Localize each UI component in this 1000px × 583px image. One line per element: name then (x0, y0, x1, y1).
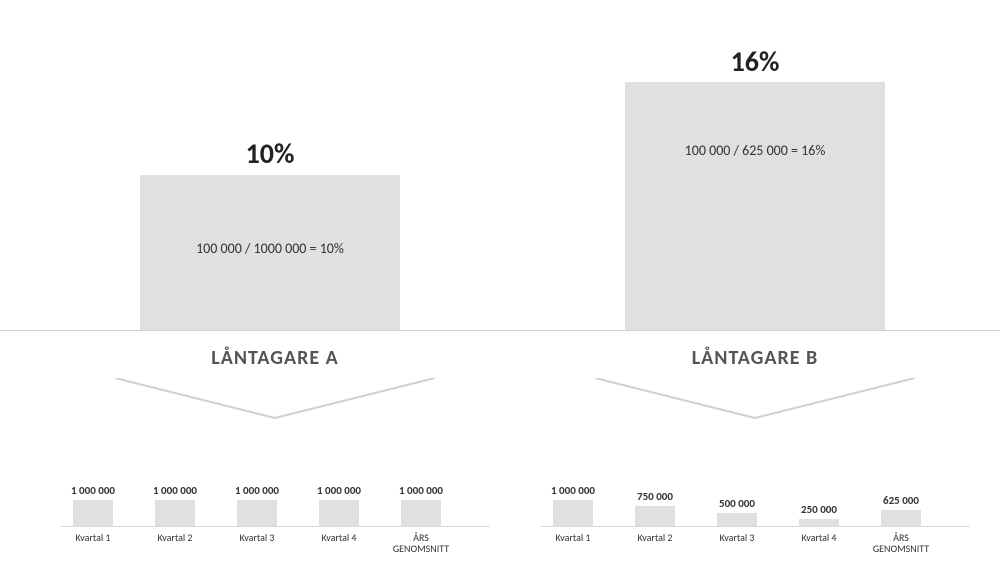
mini-chart-b: 1 000 000Kvartal 1750 000Kvartal 2500 00… (545, 438, 965, 558)
mini-bar: 1 000 000Kvartal 2 (147, 438, 203, 558)
mini-bar-rect (73, 500, 113, 526)
mini-bar-rect (717, 513, 757, 526)
mini-bar-value: 250 000 (781, 503, 857, 516)
mini-bar: 250 000Kvartal 4 (791, 438, 847, 558)
upper-baseline (0, 330, 1000, 331)
mini-bar-label: Kvartal 2 (137, 532, 213, 543)
mini-bar-rect (155, 500, 195, 526)
mini-bar-rect (881, 510, 921, 526)
pct-label-b: 16% (625, 44, 885, 79)
mini-bar-label: Kvartal 4 (301, 532, 377, 543)
big-bar-a: 100 000 / 1000 000 = 10% (140, 175, 400, 330)
chevron-down-icon (595, 378, 915, 428)
mini-bar-value: 1 000 000 (219, 484, 295, 497)
mini-bar-value: 750 000 (617, 490, 693, 503)
big-bar-b: 100 000 / 625 000 = 16% (625, 82, 885, 330)
mini-bar: 1 000 000Kvartal 3 (229, 438, 285, 558)
mini-bar-rect (237, 500, 277, 526)
mini-bar-value: 1 000 000 (55, 484, 131, 497)
calc-text-b: 100 000 / 625 000 = 16% (625, 142, 885, 159)
group-label-b: LÅNTAGARE B (605, 346, 905, 370)
mini-bar-value: 500 000 (699, 497, 775, 510)
mini-bar-value: 1 000 000 (137, 484, 213, 497)
mini-bar-value: 1 000 000 (535, 484, 611, 497)
mini-bar: 625 000ÅRSGENOMSNITT (873, 438, 929, 558)
mini-bar-value: 1 000 000 (383, 484, 459, 497)
pct-label-a: 10% (140, 136, 400, 171)
mini-bar-label: Kvartal 2 (617, 532, 693, 543)
mini-bar-value: 1 000 000 (301, 484, 377, 497)
calc-text-a: 100 000 / 1000 000 = 10% (140, 240, 400, 257)
mini-bar-label: ÅRSGENOMSNITT (383, 532, 459, 554)
mini-bar-label: Kvartal 4 (781, 532, 857, 543)
mini-bar-label: Kvartal 1 (535, 532, 611, 543)
mini-bar-label: Kvartal 3 (699, 532, 775, 543)
mini-bar: 1 000 000Kvartal 1 (545, 438, 601, 558)
mini-bar-rect (799, 519, 839, 526)
mini-bar: 1 000 000Kvartal 1 (65, 438, 121, 558)
mini-bar-rect (401, 500, 441, 526)
mini-bar-label: Kvartal 3 (219, 532, 295, 543)
mini-bar-label: Kvartal 1 (55, 532, 131, 543)
mini-bar-rect (635, 506, 675, 526)
mini-bar-rect (319, 500, 359, 526)
mini-bar-value: 625 000 (863, 494, 939, 507)
mini-bar: 1 000 000Kvartal 4 (311, 438, 367, 558)
page-root: 10% 100 000 / 1000 000 = 10% LÅNTAGARE A… (0, 0, 1000, 583)
mini-bar-label: ÅRSGENOMSNITT (863, 532, 939, 554)
group-label-a: LÅNTAGARE A (125, 346, 425, 370)
mini-bar: 750 000Kvartal 2 (627, 438, 683, 558)
mini-bar-rect (553, 500, 593, 526)
mini-bar: 1 000 000ÅRSGENOMSNITT (393, 438, 449, 558)
chevron-down-icon (115, 378, 435, 428)
mini-chart-a: 1 000 000Kvartal 11 000 000Kvartal 21 00… (65, 438, 485, 558)
mini-bar: 500 000Kvartal 3 (709, 438, 765, 558)
